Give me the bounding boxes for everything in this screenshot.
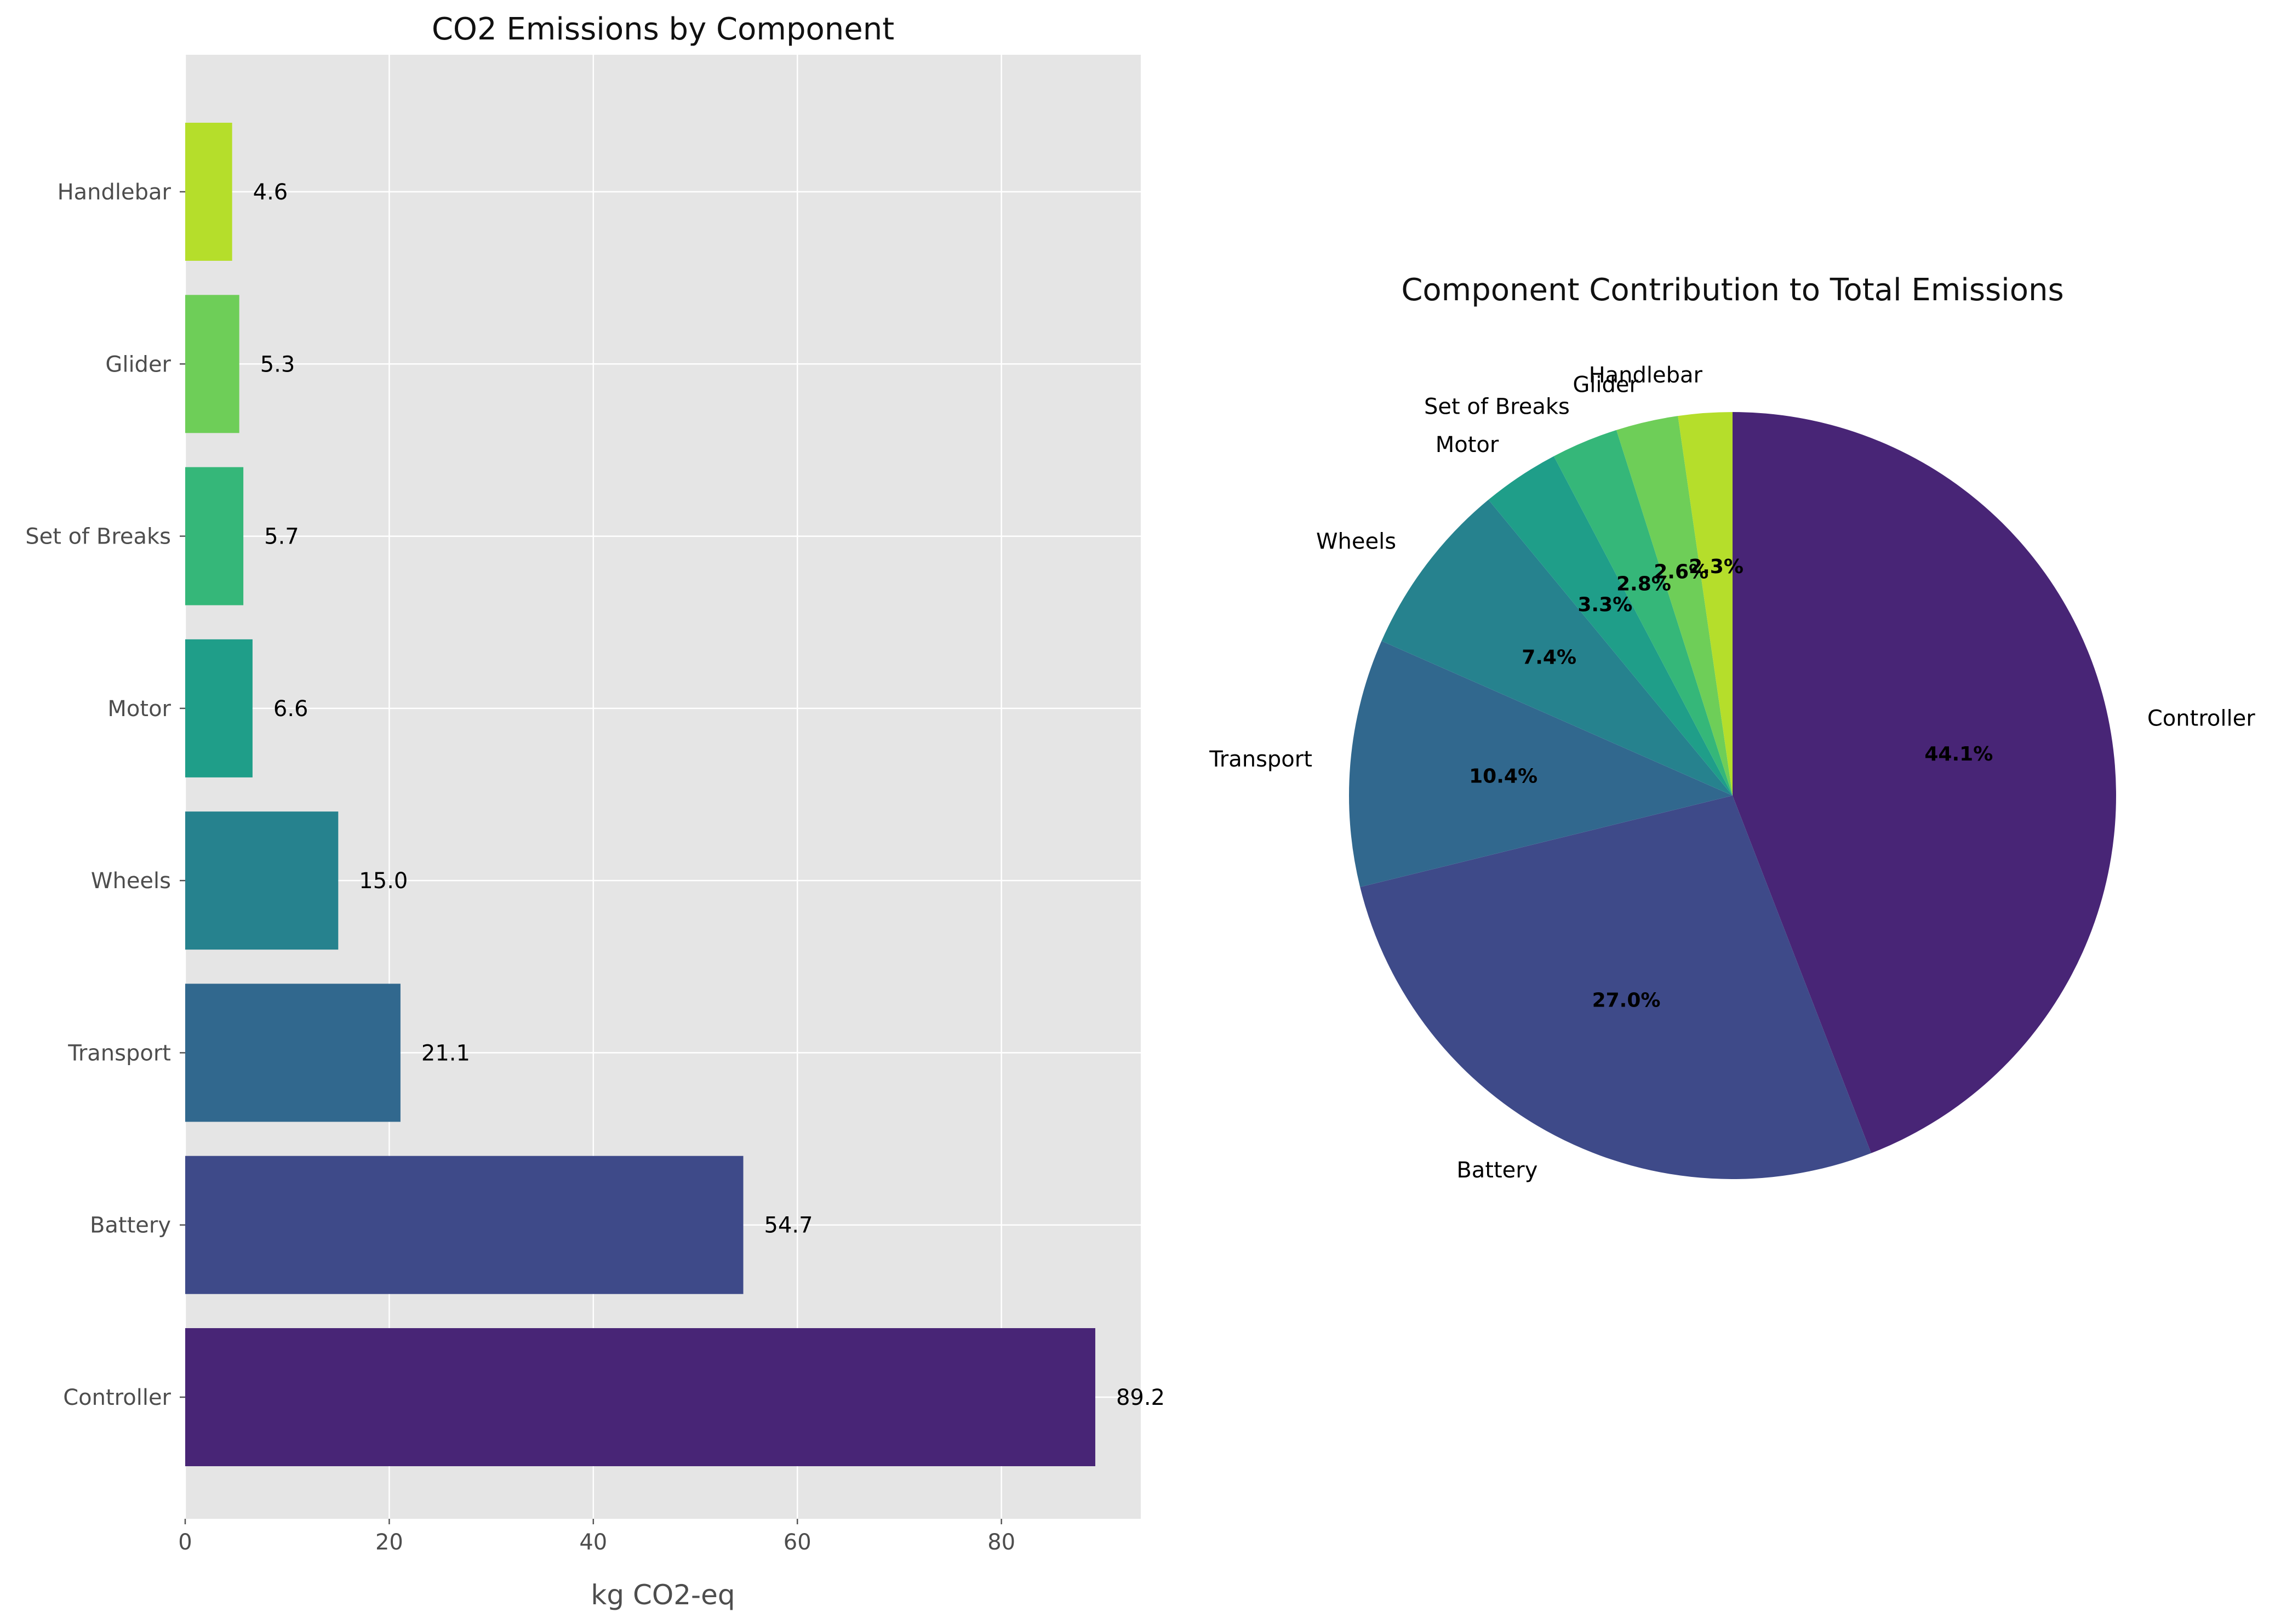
y-tick-label: Wheels bbox=[91, 868, 171, 894]
pie-percent-motor: 3.3% bbox=[1577, 593, 1632, 616]
bar-battery bbox=[185, 1156, 744, 1294]
slice-glider bbox=[1616, 416, 1733, 796]
pie-percent-controller: 44.1% bbox=[1924, 743, 1993, 765]
x-tick-label: 40 bbox=[579, 1530, 607, 1555]
pie-percent-handlebar: 2.3% bbox=[1689, 556, 1744, 578]
y-tick-label: Glider bbox=[105, 352, 171, 377]
bar-value-label: 5.3 bbox=[260, 352, 295, 377]
bar-plot-background bbox=[185, 55, 1141, 1519]
pie-percent-transport: 10.4% bbox=[1469, 765, 1537, 788]
pie-label-set-of-breaks: Set of Breaks bbox=[1424, 394, 1570, 420]
slice-set-of-breaks bbox=[1553, 430, 1733, 796]
pie-percent-labels: 44.1% 27.0% 10.4% 7.4% 3.3%2.8%2.6%2.3% bbox=[1469, 556, 1993, 1011]
bar-handlebar bbox=[185, 123, 232, 261]
bar-x-axis-label: kg CO2-eq bbox=[591, 1579, 735, 1611]
y-tick-label: Set of Breaks bbox=[25, 524, 171, 550]
pie-percent-glider: 2.6% bbox=[1654, 561, 1708, 584]
bar-value-label: 15.0 bbox=[359, 868, 408, 894]
x-tick-label: 80 bbox=[987, 1530, 1015, 1555]
x-tick-label: 60 bbox=[784, 1530, 811, 1555]
bar-x-tick-labels: 0 20 40 60 80 bbox=[178, 1519, 1015, 1555]
pie-slices bbox=[1349, 412, 2116, 1179]
pie-chart-title: Component Contribution to Total Emission… bbox=[1401, 272, 2063, 308]
pie-label-transport: Transport bbox=[1209, 747, 1312, 772]
y-tick-label: Battery bbox=[90, 1213, 171, 1238]
bar-value-label: 89.2 bbox=[1116, 1385, 1165, 1410]
bar-glider bbox=[185, 295, 239, 433]
bar-marks bbox=[185, 123, 1095, 1466]
y-tick-label: Transport bbox=[67, 1040, 171, 1066]
pie-label-glider: Glider bbox=[1573, 372, 1638, 397]
bar-set-of-breaks bbox=[185, 467, 244, 605]
pie-label-battery: Battery bbox=[1456, 1158, 1537, 1183]
y-tick-label: Controller bbox=[63, 1385, 171, 1410]
pie-label-wheels: Wheels bbox=[1316, 529, 1396, 554]
pie-percent-set-of-breaks: 2.8% bbox=[1616, 573, 1671, 596]
bar-value-label: 6.6 bbox=[273, 696, 308, 722]
bar-value-label: 5.7 bbox=[264, 524, 299, 550]
slice-wheels bbox=[1381, 500, 1733, 796]
pie-label-motor: Motor bbox=[1436, 432, 1499, 458]
pie-label-controller: Controller bbox=[2147, 706, 2255, 731]
slice-handlebar bbox=[1678, 412, 1733, 796]
slice-battery bbox=[1360, 796, 1871, 1179]
y-tick-label: Handlebar bbox=[58, 180, 172, 205]
x-tick-label: 20 bbox=[375, 1530, 403, 1555]
pie-label-handlebar: Handlebar bbox=[1589, 363, 1703, 388]
pie-percent-wheels: 7.4% bbox=[1522, 647, 1576, 669]
slice-motor bbox=[1488, 456, 1733, 796]
bar-chart-title: CO2 Emissions by Component bbox=[432, 12, 894, 47]
bar-value-labels: 89.2 54.7 21.1 15.0 6.6 5.7 5.3 4.6 bbox=[253, 180, 1165, 1410]
bar-transport bbox=[185, 983, 401, 1122]
pie-chart: Component Contribution to Total Emission… bbox=[1209, 272, 2255, 1183]
pie-percent-battery: 27.0% bbox=[1592, 990, 1661, 1012]
slice-controller bbox=[1733, 412, 2116, 1153]
bar-controller bbox=[185, 1328, 1095, 1466]
slice-transport bbox=[1349, 641, 1733, 887]
bar-value-label: 54.7 bbox=[764, 1213, 813, 1238]
bar-wheels bbox=[185, 811, 339, 950]
bar-value-label: 21.1 bbox=[421, 1040, 470, 1066]
bar-motor bbox=[185, 639, 253, 777]
x-tick-label: 0 bbox=[178, 1530, 192, 1555]
y-tick-label: Motor bbox=[107, 696, 171, 722]
pie-labels: Controller Battery Transport Wheels Motor Set… bbox=[1209, 363, 2255, 1183]
bar-chart: 89.2 54.7 21.1 15.0 6.6 5.7 5.3 4.6 Controller B… bbox=[25, 12, 1165, 1611]
bar-y-tick-labels: Controller Battery Transport Wheels Motor Set… bbox=[25, 180, 185, 1410]
bar-value-label: 4.6 bbox=[253, 180, 288, 205]
